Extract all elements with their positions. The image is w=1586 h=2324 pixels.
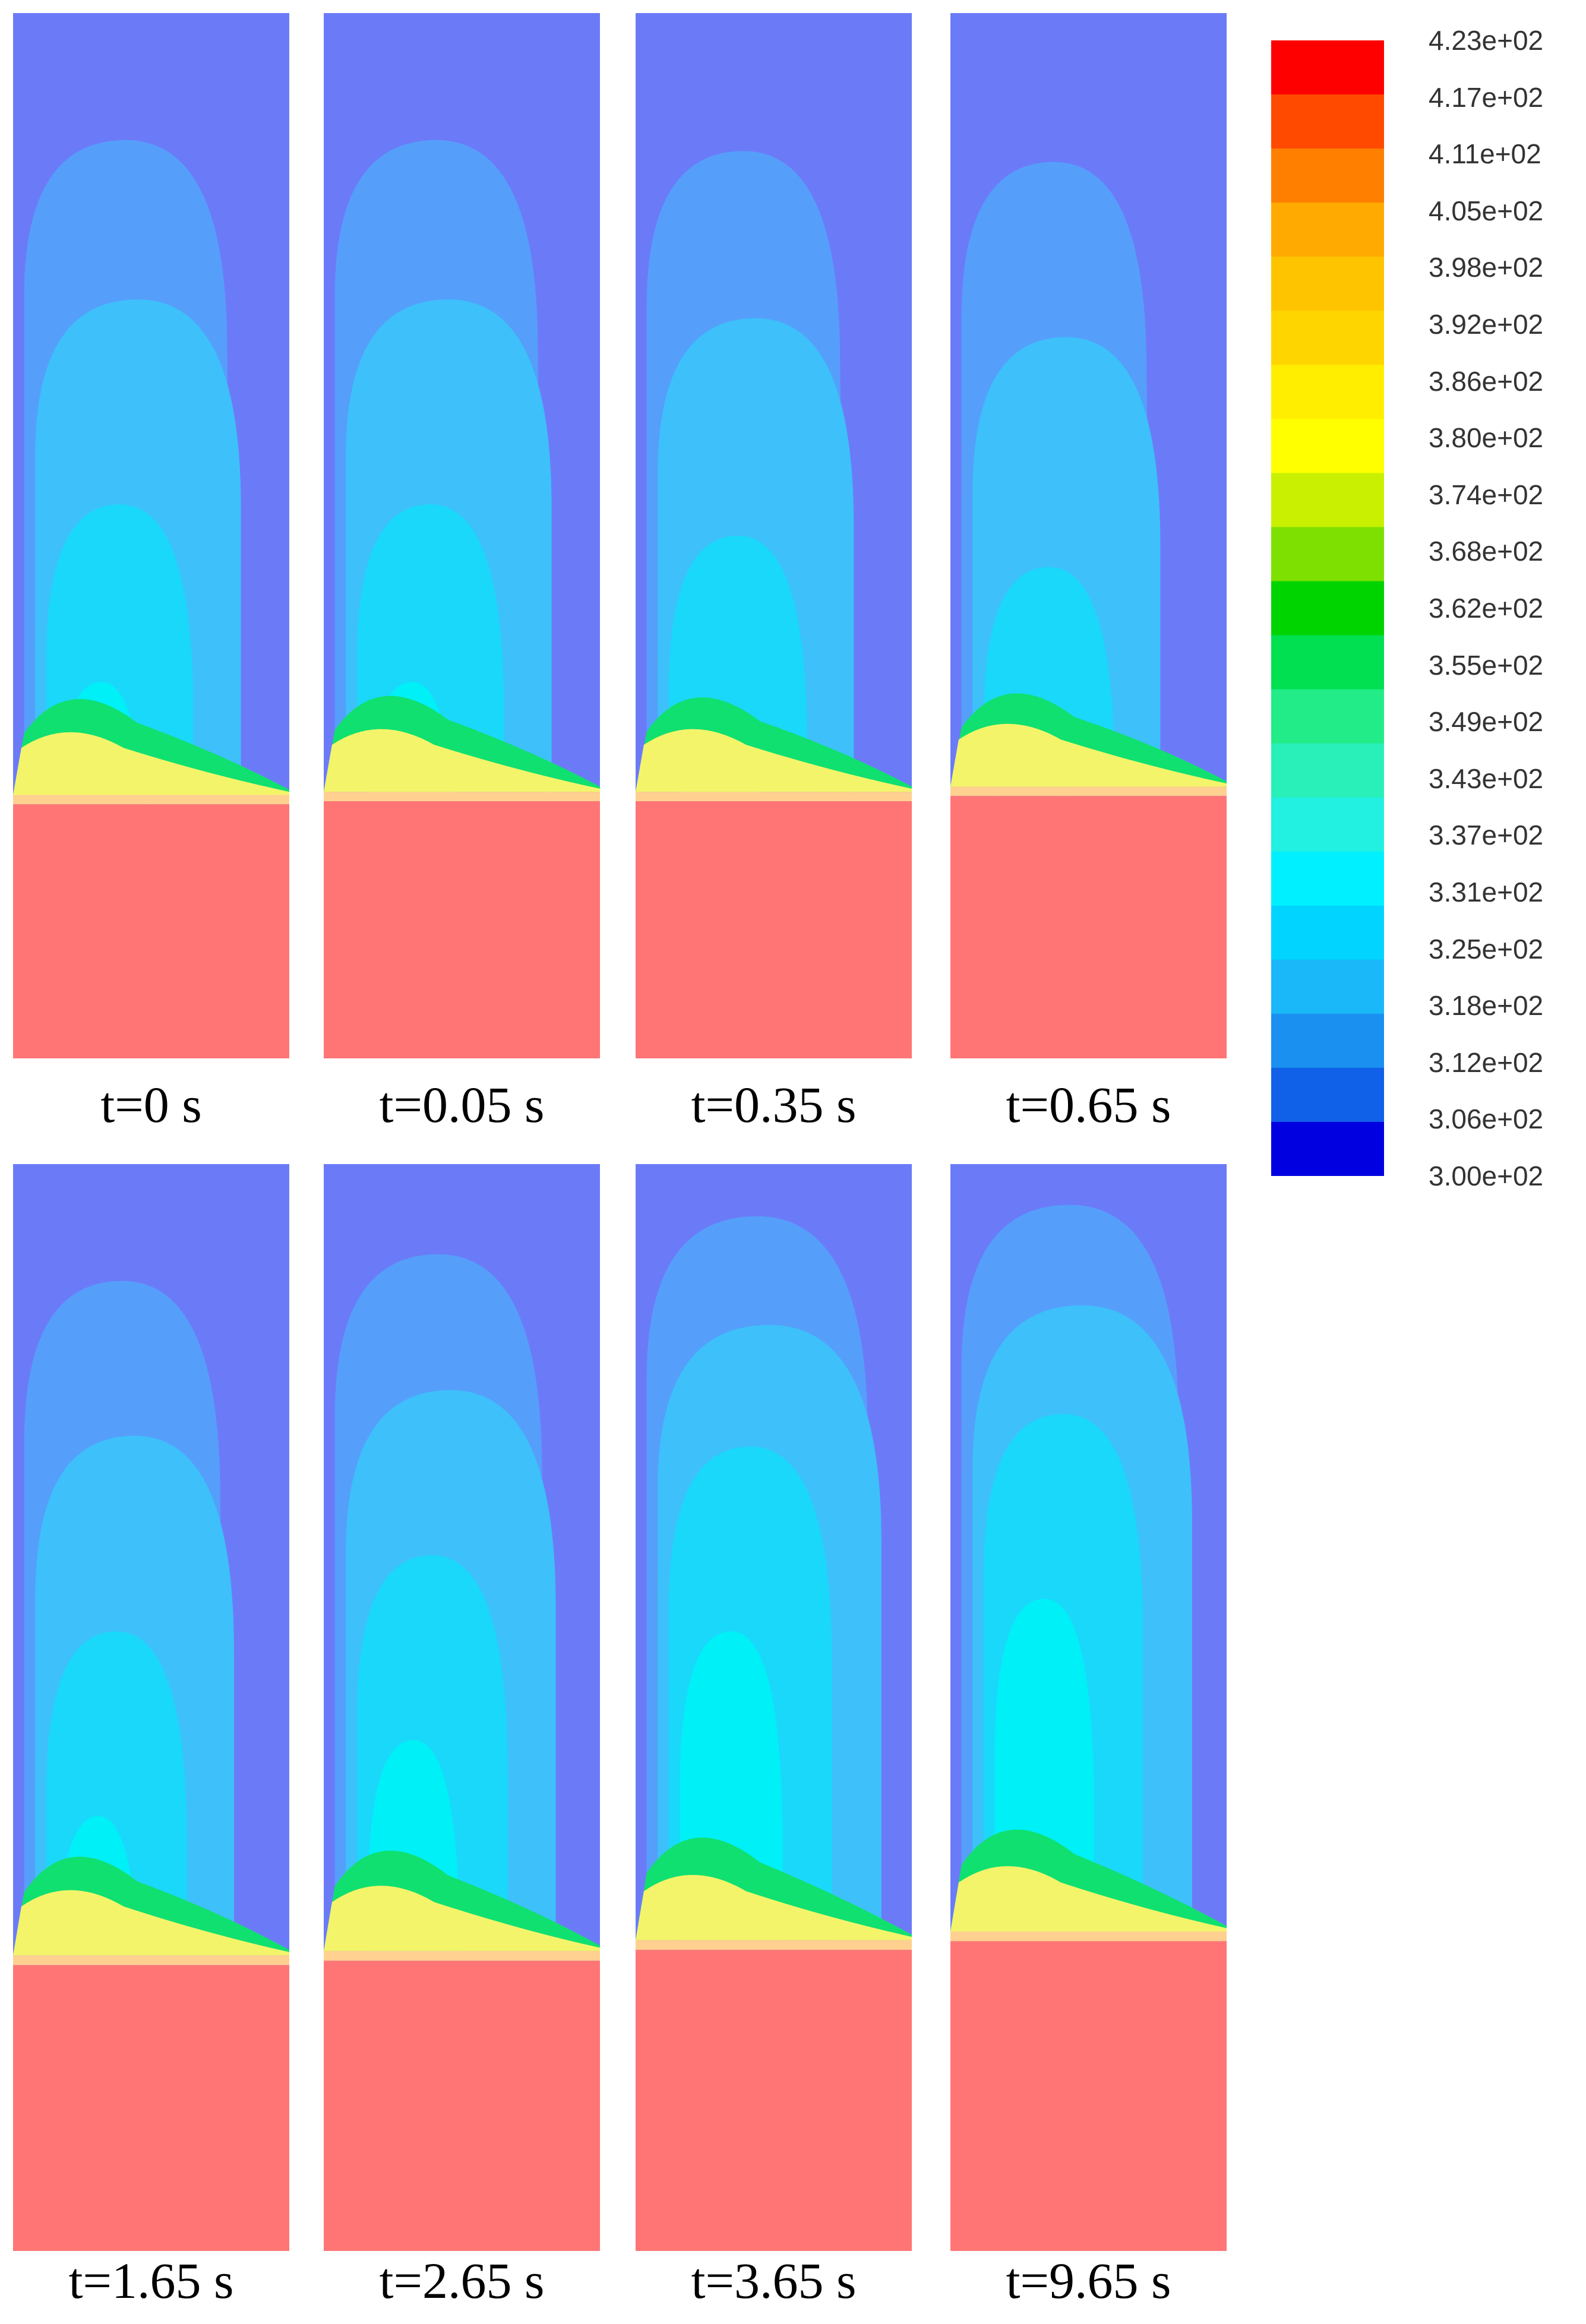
colorbar-tick-label: 4.05e+02: [1429, 195, 1544, 226]
colorbar-tick-label: 3.25e+02: [1429, 933, 1544, 965]
colorbar-tick-label: 3.49e+02: [1429, 706, 1544, 738]
colorbar-segment: [1271, 40, 1384, 95]
liquid-region: [324, 801, 600, 1058]
liquid-region: [324, 1961, 600, 2251]
contour-panel: [324, 13, 600, 1058]
liquid-region: [950, 796, 1227, 1058]
contour-panel: [636, 1164, 912, 2251]
colorbar-segment: [1271, 743, 1384, 798]
colorbar-segment: [1271, 689, 1384, 744]
time-caption: t=0.05 s: [379, 1076, 545, 1133]
interface-strip: [950, 786, 1227, 796]
yellow-contour-band: [636, 729, 912, 792]
colorbar-tick-label: 3.62e+02: [1429, 593, 1544, 624]
colorbar-segment: [1271, 311, 1384, 365]
colorbar-tick-label: 3.98e+02: [1429, 252, 1544, 283]
time-caption: t=0 s: [100, 1076, 202, 1133]
colorbar-segment: [1271, 1121, 1384, 1176]
colorbar-tick-label: 4.11e+02: [1429, 138, 1541, 170]
yellow-contour-band: [950, 723, 1227, 787]
contour-panel: [13, 13, 289, 1058]
colorbar-segment: [1271, 851, 1384, 906]
colorbar-tick-label: 3.74e+02: [1429, 479, 1544, 510]
colorbar-tick-label: 3.92e+02: [1429, 309, 1544, 340]
time-caption: t=0.35 s: [691, 1076, 857, 1133]
colorbar-tick-label: 3.00e+02: [1429, 1161, 1544, 1191]
colorbar-tick-label: 3.06e+02: [1429, 1103, 1544, 1135]
interface-strip: [950, 1931, 1227, 1942]
interface-strip: [324, 792, 600, 802]
colorbar-segment: [1271, 94, 1384, 149]
colorbar-tick-label: 3.37e+02: [1429, 820, 1544, 851]
yellow-contour-band: [324, 1886, 600, 1951]
contour-panel: [636, 13, 912, 1058]
colorbar-segment: [1271, 635, 1384, 690]
colorbar-segment: [1271, 527, 1384, 581]
colorbar-segment: [1271, 797, 1384, 852]
colorbar-tick-label: 4.17e+02: [1429, 81, 1544, 113]
colorbar-segment: [1271, 203, 1384, 257]
colorbar-segment: [1271, 1067, 1384, 1123]
colorbar-segment: [1271, 905, 1384, 960]
time-caption: t=1.65 s: [68, 2252, 234, 2309]
liquid-region: [636, 1950, 912, 2251]
contour-panel: [324, 1164, 600, 2251]
liquid-region: [636, 801, 912, 1058]
interface-strip: [636, 792, 912, 802]
contour-panel: [950, 1164, 1227, 2251]
colorbar-tick-label: 3.80e+02: [1429, 422, 1544, 454]
contour-panel: [13, 1164, 289, 2251]
colorbar-tick-label: 3.86e+02: [1429, 365, 1544, 397]
interface-strip: [324, 1950, 600, 1961]
colorbar-segment: [1271, 365, 1384, 419]
colorbar-segment: [1271, 959, 1384, 1014]
colorbar-tick-label: 3.43e+02: [1429, 763, 1544, 794]
colorbar-tick-label: 3.31e+02: [1429, 877, 1544, 908]
interface-strip: [13, 795, 289, 805]
colorbar-tick-label: 4.23e+02: [1429, 25, 1544, 56]
colorbar-segment: [1271, 257, 1384, 311]
liquid-region: [13, 1965, 289, 2251]
time-caption: t=2.65 s: [379, 2252, 545, 2309]
time-caption: t=0.65 s: [1006, 1076, 1171, 1133]
colorbar-tick-label: 3.68e+02: [1429, 536, 1544, 567]
colorbar-tick-label: 3.12e+02: [1429, 1046, 1544, 1078]
temperature-colorbar: [1271, 40, 1384, 1176]
colorbar-segment: [1271, 419, 1384, 473]
time-caption: t=9.65 s: [1006, 2252, 1171, 2309]
colorbar-tick-label: 3.18e+02: [1429, 990, 1544, 1022]
liquid-region: [13, 804, 289, 1058]
colorbar-segment: [1271, 1013, 1384, 1068]
liquid-region: [950, 1941, 1227, 2251]
yellow-contour-band: [950, 1866, 1227, 1931]
colorbar-segment: [1271, 581, 1384, 636]
time-caption: t=3.65 s: [691, 2252, 857, 2309]
yellow-contour-band: [13, 732, 289, 795]
colorbar-segment: [1271, 473, 1384, 527]
interface-strip: [13, 1955, 289, 1965]
yellow-contour-band: [324, 729, 600, 792]
yellow-contour-band: [13, 1890, 289, 1956]
colorbar-tick-label: 3.55e+02: [1429, 649, 1544, 681]
yellow-contour-band: [636, 1874, 912, 1940]
contour-panel: [950, 13, 1227, 1058]
colorbar-segment: [1271, 148, 1384, 203]
interface-strip: [636, 1940, 912, 1950]
